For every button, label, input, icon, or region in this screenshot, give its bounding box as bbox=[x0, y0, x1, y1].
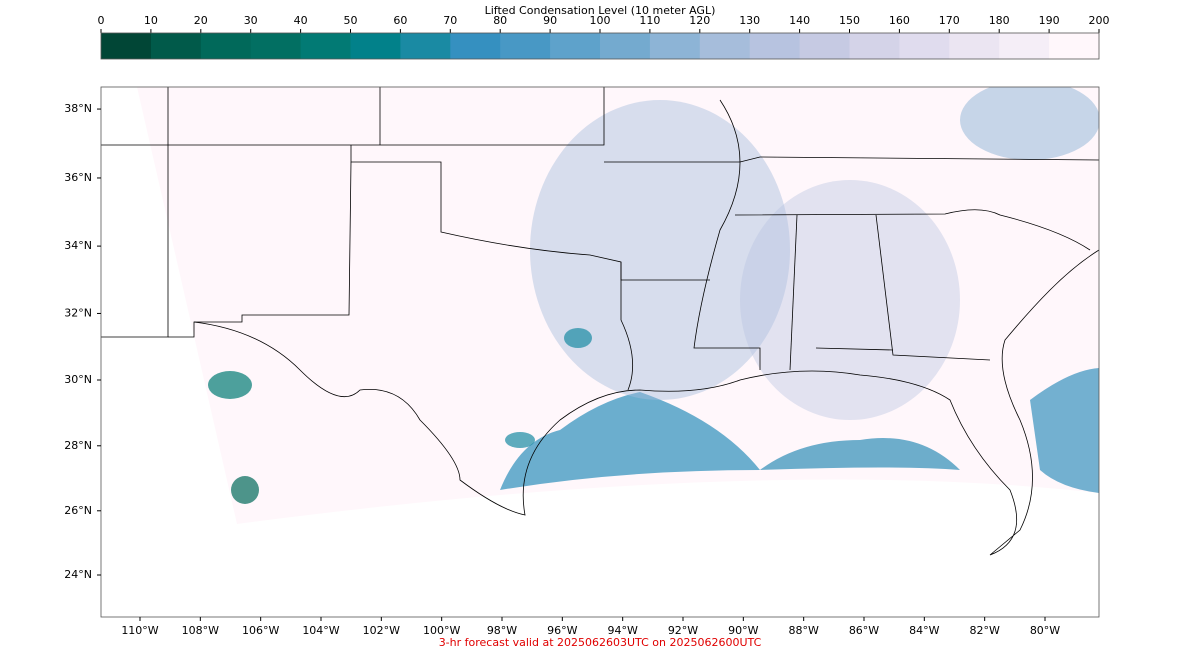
axis-ticks: 38°N 36°N 34°N 32°N 30°N 28°N 26°N 24°N 110°W 108… bbox=[64, 102, 1060, 637]
lat-tick-label: 26°N bbox=[64, 504, 92, 517]
colorbar-swatch bbox=[749, 33, 801, 59]
colorbar-tick-label: 60 bbox=[393, 14, 407, 27]
gulf-field bbox=[760, 438, 960, 470]
lon-tick-label: 80°W bbox=[1030, 624, 1060, 637]
colorbar-tick-label: 20 bbox=[194, 14, 208, 27]
colorbar-swatch bbox=[699, 33, 751, 59]
colorbar-tick-label: 120 bbox=[689, 14, 710, 27]
colorbar-tick-label: 200 bbox=[1089, 14, 1110, 27]
colorbar-title: Lifted Condensation Level (10 meter AGL) bbox=[485, 4, 716, 17]
colorbar-tick-label: 130 bbox=[739, 14, 760, 27]
colorbar-frame bbox=[100, 32, 1100, 60]
colorbar-tick-label: 140 bbox=[789, 14, 810, 27]
colorbar-swatch bbox=[1049, 33, 1100, 59]
forecast-caption: 3-hr forecast valid at 2025062603UTC on … bbox=[439, 636, 762, 649]
colorbar-tick-label: 50 bbox=[344, 14, 358, 27]
colorbar-swatch bbox=[899, 33, 950, 59]
colorbar-tick-label: 90 bbox=[543, 14, 557, 27]
colorbar-tick-label: 180 bbox=[989, 14, 1010, 27]
colorbar-swatch bbox=[649, 33, 701, 59]
lon-tick-label: 86°W bbox=[849, 624, 879, 637]
colorbar-tick-label: 70 bbox=[443, 14, 457, 27]
colorbar-tick-label: 160 bbox=[889, 14, 910, 27]
map-frame bbox=[100, 86, 1100, 618]
lat-tick-label: 34°N bbox=[64, 239, 92, 252]
colorbar-tick-label: 0 bbox=[98, 14, 105, 27]
colorbar-swatch bbox=[550, 33, 601, 59]
lon-tick-label: 90°W bbox=[728, 624, 758, 637]
colorbar: 0 10 20 30 40 50 60 70 80 90 100 110 120 130 140 150 160… bbox=[98, 14, 1110, 59]
colorbar-swatch bbox=[999, 33, 1050, 59]
lon-tick-label: 82°W bbox=[969, 624, 999, 637]
colorbar-tick-label: 110 bbox=[639, 14, 660, 27]
lat-tick-label: 32°N bbox=[64, 306, 92, 319]
lon-tick-label: 106°W bbox=[242, 624, 279, 637]
colorbar-swatch bbox=[300, 33, 351, 59]
colorbar-swatch bbox=[500, 33, 551, 59]
atlantic-field bbox=[1030, 368, 1099, 493]
colorbar-tick-label: 30 bbox=[244, 14, 258, 27]
lat-tick-label: 30°N bbox=[64, 373, 92, 386]
lon-tick-label: 88°W bbox=[788, 624, 818, 637]
colorbar-swatch bbox=[400, 33, 451, 59]
colorbar-swatch bbox=[250, 33, 302, 59]
colorbar-tick-label: 170 bbox=[939, 14, 960, 27]
lon-tick-label: 104°W bbox=[302, 624, 339, 637]
moisture-field bbox=[740, 180, 960, 420]
lon-tick-label: 96°W bbox=[547, 624, 577, 637]
colorbar-swatch bbox=[949, 33, 1000, 59]
lat-tick-label: 28°N bbox=[64, 439, 92, 452]
lon-tick-label: 110°W bbox=[121, 624, 158, 637]
lon-tick-label: 92°W bbox=[668, 624, 698, 637]
moisture-field bbox=[231, 476, 259, 504]
lat-tick-label: 24°N bbox=[64, 568, 92, 581]
colorbar-tick-label: 100 bbox=[590, 14, 611, 27]
colorbar-swatch bbox=[799, 33, 850, 59]
moisture-field bbox=[564, 328, 592, 348]
colorbar-swatch bbox=[200, 33, 252, 59]
colorbar-swatch bbox=[101, 33, 152, 59]
lon-tick-label: 98°W bbox=[487, 624, 517, 637]
lon-tick-label: 100°W bbox=[423, 624, 460, 637]
moisture-field bbox=[960, 87, 1099, 160]
lat-tick-label: 38°N bbox=[64, 102, 92, 115]
lon-tick-label: 102°W bbox=[363, 624, 400, 637]
moisture-field bbox=[505, 432, 535, 448]
colorbar-swatch bbox=[600, 33, 651, 59]
lon-tick-label: 84°W bbox=[909, 624, 939, 637]
model-domain bbox=[137, 87, 1099, 524]
state-borders bbox=[101, 87, 1099, 556]
colorbar-tick-label: 150 bbox=[839, 14, 860, 27]
lon-tick-label: 94°W bbox=[607, 624, 637, 637]
lon-tick-label: 108°W bbox=[182, 624, 219, 637]
map-layer bbox=[101, 87, 1099, 556]
colorbar-swatch bbox=[849, 33, 900, 59]
gulf-field bbox=[500, 392, 760, 490]
colorbar-swatch bbox=[450, 33, 501, 59]
colorbar-swatch bbox=[350, 33, 401, 59]
lat-tick-label: 36°N bbox=[64, 171, 92, 184]
colorbar-swatch bbox=[150, 33, 202, 59]
colorbar-tick-label: 40 bbox=[294, 14, 308, 27]
colorbar-tick-label: 190 bbox=[1039, 14, 1060, 27]
moisture-field bbox=[208, 371, 252, 399]
moisture-field bbox=[530, 100, 790, 400]
colorbar-tick-label: 80 bbox=[493, 14, 507, 27]
colorbar-tick-label: 10 bbox=[144, 14, 158, 27]
